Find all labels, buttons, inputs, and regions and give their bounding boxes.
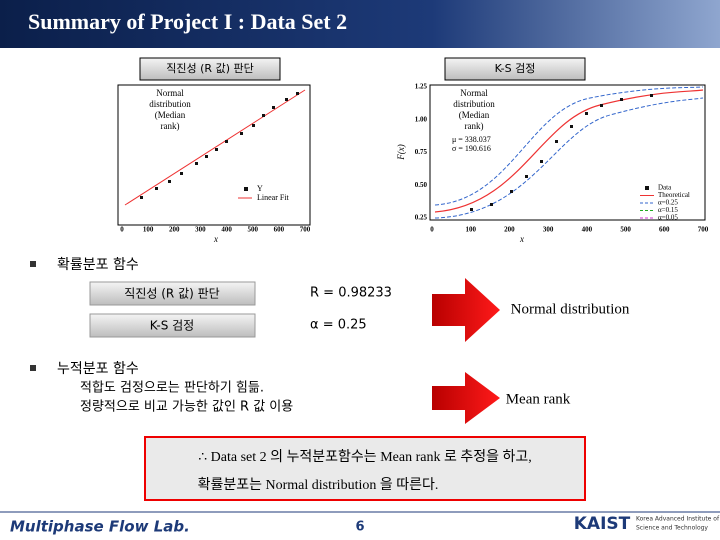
figure-label-box	[444, 57, 586, 81]
y-tick-label: 1.25	[415, 83, 428, 91]
row-value: α = 0.25	[310, 318, 367, 333]
arrow	[432, 278, 500, 342]
arrow	[432, 372, 500, 424]
institute-line: Korea Advanced Institute of	[636, 516, 720, 523]
legend-label: Data	[658, 184, 672, 192]
text-line: 적합도 검정으로는 판단하기 힘듦.	[80, 381, 264, 396]
figure-label: 직진성 (R 값) 판단	[166, 62, 253, 75]
bullet-text: 확률분포 함수	[57, 257, 139, 273]
legend-key	[645, 186, 649, 190]
x-label: x	[213, 234, 218, 244]
x-label: x	[519, 234, 524, 244]
x-tick-label: 0	[120, 226, 124, 234]
y-tick-label: 0.75	[415, 148, 428, 156]
result: Mean rank	[506, 391, 571, 407]
institute-line: Science and Technology	[636, 525, 708, 532]
x-tick-label: 0	[430, 226, 434, 234]
y-tick-label: 0.25	[415, 214, 428, 222]
y-ticks: 1.25 1.00 0.75 0.50 0.25	[415, 83, 428, 222]
x-tick-label: 300	[543, 226, 554, 234]
overlay-line: (Median	[155, 110, 186, 120]
x-tick-label: 500	[620, 226, 631, 234]
header-bar	[0, 0, 720, 48]
slide-title: Summary of Project I : Data Set 2	[28, 9, 347, 34]
overlay-line: Normal	[156, 88, 184, 98]
x-ticks: 0 100 200 300 400 500 600 700	[120, 226, 311, 234]
result: Normal distribution	[511, 301, 630, 317]
x-tick-label: 400	[582, 226, 593, 234]
row-label-box	[89, 281, 256, 306]
legend-label: α=0.15	[658, 206, 678, 214]
row-label-box	[89, 313, 256, 338]
conclusion-line: 확률분포는 Normal distribution 을 따른다.	[198, 477, 439, 493]
x-tick-label: 600	[659, 226, 670, 234]
logo: KAIST	[574, 514, 631, 534]
figure-left: 직진성 (R 값) 판단 Normaldistribution(Medianra…	[117, 57, 311, 244]
overlay-line: distribution	[453, 99, 495, 109]
x-tick-label: 400	[221, 226, 232, 234]
conclusion-box	[144, 436, 586, 501]
legend-label: α=0.05	[658, 214, 678, 222]
overlay-line: (Median	[459, 110, 490, 120]
y-tick-label: 1.00	[415, 115, 428, 123]
bound-curve	[434, 97, 704, 219]
overlay-line: Normal	[460, 88, 488, 98]
plot-frame	[429, 84, 706, 221]
bullet-mark	[30, 261, 36, 267]
x-tick-label: 200	[504, 226, 515, 234]
x-tick-label: 200	[169, 226, 180, 234]
x-ticks: 0 100 200 300 400 500 600 700	[430, 226, 709, 234]
stat-line: σ = 190.616	[452, 144, 491, 153]
x-tick-label: 100	[465, 226, 476, 234]
row-label: 직진성 (R 값) 판단	[124, 287, 219, 301]
y-tick-label: 0.50	[415, 181, 428, 189]
x-tick-label: 700	[698, 226, 709, 234]
overlay-line: rank)	[465, 121, 484, 131]
scatter-points	[140, 92, 299, 199]
x-tick-label: 700	[300, 226, 311, 234]
figure-label: K-S 검정	[495, 62, 536, 75]
plot-frame	[117, 84, 311, 226]
page-number: 6	[355, 520, 364, 535]
stat-line: μ = 338.037	[452, 135, 491, 144]
figure-label-box	[139, 57, 281, 81]
legend-label: Theoretical	[658, 191, 690, 199]
lab-name: Multiphase Flow Lab.	[10, 518, 190, 536]
conclusion-line: ∴ Data set 2 의 누적분포함수는 Mean rank 로 추정을 하…	[198, 449, 531, 465]
x-tick-label: 300	[195, 226, 206, 234]
bullet-text: 누적분포 함수	[57, 361, 139, 377]
legend-key	[244, 187, 248, 191]
x-tick-label: 100	[143, 226, 154, 234]
legend-label: Y	[257, 184, 263, 193]
x-tick-label: 600	[274, 226, 285, 234]
legend-label: α=0.25	[658, 199, 678, 207]
y-label: F(x)	[396, 144, 406, 161]
legend-label: Linear Fit	[257, 193, 290, 202]
overlay-line: rank)	[161, 121, 180, 131]
overlay-line: distribution	[149, 99, 191, 109]
text-line: 정량적으로 비교 가능한 값인 R 값 이용	[80, 400, 293, 415]
row-label: K-S 검정	[150, 319, 194, 333]
theoretical-curve	[434, 89, 704, 213]
x-tick-label: 500	[247, 226, 258, 234]
fit-line	[124, 89, 306, 206]
bullet-mark	[30, 365, 36, 371]
bound-curve	[434, 86, 704, 206]
row-value: R = 0.98233	[310, 286, 392, 301]
